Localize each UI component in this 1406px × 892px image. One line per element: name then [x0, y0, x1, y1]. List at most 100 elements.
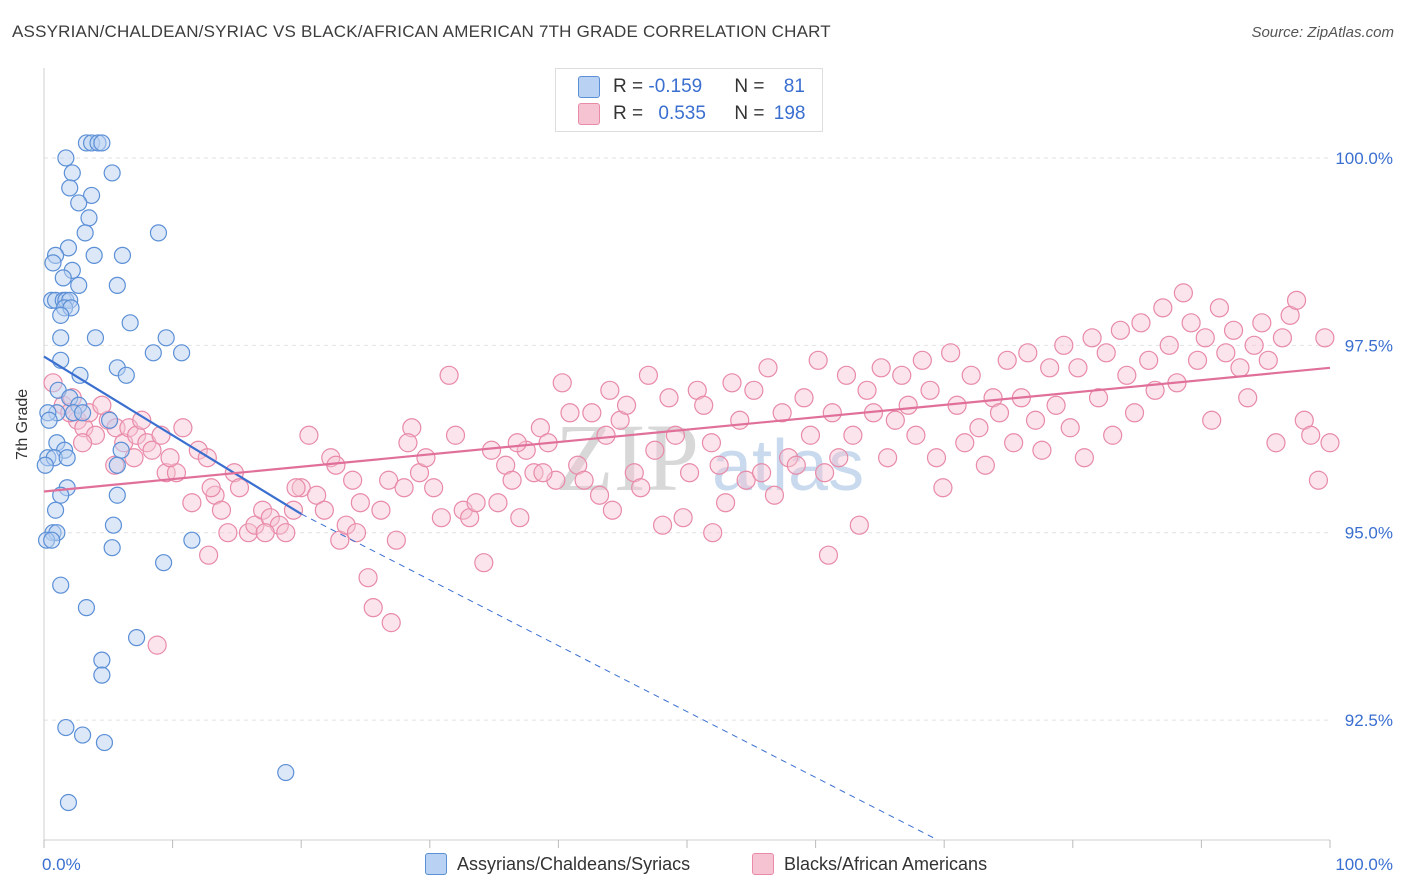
pink-point-92 — [709, 455, 729, 475]
legend-pink-r-label: R = — [613, 103, 649, 124]
blue-point-75 — [73, 726, 92, 744]
pink-point-63 — [502, 470, 522, 490]
blue-point-78 — [59, 793, 78, 812]
pink-point-145 — [1082, 328, 1102, 348]
blue-point-20 — [70, 276, 88, 294]
pink-point-105 — [800, 425, 821, 445]
pink-point-47 — [386, 530, 406, 550]
bottom-legend-pink: Blacks/African Americans — [752, 853, 987, 875]
blue-point-16 — [113, 246, 132, 264]
pink-point-95 — [730, 410, 750, 430]
pink-point-112 — [849, 515, 869, 535]
pink-point-199 — [703, 523, 723, 543]
legend-pink-r-value: 0.535 — [658, 103, 706, 124]
pink-point-196 — [346, 523, 367, 543]
blue-point-10 — [80, 209, 98, 227]
blue-point-54 — [58, 449, 76, 467]
pink-point-156 — [1159, 335, 1179, 355]
pink-point-189 — [818, 545, 839, 565]
x-tick-label-1: 100.0% — [1335, 855, 1393, 874]
pink-point-64 — [510, 508, 530, 528]
blue-point-12 — [149, 224, 168, 242]
pink-point-169 — [1252, 313, 1272, 333]
pink-point-123 — [926, 448, 947, 468]
blue-point-8 — [82, 186, 101, 205]
pink-point-29 — [253, 500, 273, 520]
blue-point-73 — [93, 666, 111, 684]
bottom-legend-swatch-pink — [752, 853, 774, 875]
blue-point-13 — [59, 239, 78, 257]
pink-point-168 — [1244, 335, 1264, 355]
pink-point-59 — [474, 553, 494, 573]
pink-point-76 — [596, 425, 616, 445]
pink-point-134 — [1004, 433, 1024, 453]
pink-point-197 — [398, 433, 418, 453]
pink-point-88 — [679, 463, 700, 483]
legend-blue-n-value: 81 — [783, 76, 805, 97]
pink-point-195 — [286, 478, 306, 498]
pink-point-164 — [1216, 343, 1236, 363]
pink-point-140 — [1046, 395, 1066, 415]
pink-point-124 — [933, 478, 953, 498]
watermark-atlas: atlas — [712, 426, 864, 506]
pink-series-points — [43, 283, 1340, 655]
blue-point-48 — [100, 411, 119, 429]
source-label: Source: ZipAtlas.com — [1251, 24, 1394, 41]
blue-point-56 — [36, 456, 54, 474]
pink-point-171 — [1266, 433, 1286, 453]
pink-point-90 — [694, 395, 714, 415]
pink-point-116 — [878, 448, 898, 468]
blue-point-74 — [57, 718, 75, 737]
bottom-legend-blue: Assyrians/Chaldeans/Syriacs — [425, 853, 690, 875]
pink-point-160 — [1187, 350, 1208, 370]
pink-point-71 — [560, 403, 580, 423]
blue-point-4 — [57, 149, 75, 167]
watermark-zip: ZIP — [555, 404, 699, 511]
pink-point-52 — [424, 478, 444, 498]
pink-point-184 — [255, 523, 275, 543]
blue-point-11 — [76, 224, 94, 242]
pink-point-137 — [1025, 410, 1046, 430]
blue-point-35 — [173, 344, 191, 362]
legend-blue-r-value: -0.159 — [648, 76, 703, 97]
pink-point-11 — [126, 425, 147, 445]
pink-point-180 — [72, 433, 93, 453]
pink-trend-line — [43, 366, 1331, 493]
pink-point-35 — [299, 425, 319, 445]
blue-point-32 — [86, 329, 105, 347]
pink-point-75 — [589, 485, 610, 505]
pink-point-115 — [871, 358, 891, 378]
pink-point-128 — [961, 365, 981, 385]
pink-point-83 — [645, 440, 665, 460]
legend-blue-r-label: R = — [613, 76, 649, 97]
pink-point-147 — [1096, 343, 1116, 363]
blue-point-38 — [117, 366, 135, 384]
pink-point-79 — [616, 395, 637, 415]
pink-point-122 — [920, 380, 940, 400]
pink-point-12 — [132, 410, 152, 430]
pink-point-167 — [1238, 388, 1258, 408]
pink-point-110 — [836, 365, 857, 385]
blue-point-77 — [277, 763, 295, 782]
pink-point-182 — [147, 635, 167, 655]
pink-point-121 — [912, 350, 932, 370]
y-axis-label: 7th Grade — [14, 388, 31, 460]
pink-point-97 — [744, 380, 764, 400]
pink-point-23 — [211, 500, 232, 520]
pink-point-146 — [1088, 388, 1109, 408]
pink-point-91 — [701, 433, 722, 453]
pink-point-70 — [552, 373, 572, 393]
blue-point-71 — [127, 629, 146, 647]
blue-point-61 — [104, 516, 123, 534]
pink-point-176 — [1301, 425, 1321, 445]
pink-point-32 — [276, 523, 296, 543]
pink-point-166 — [1230, 358, 1250, 378]
pink-point-74 — [582, 403, 602, 423]
pink-point-198 — [533, 463, 553, 483]
pink-point-113 — [857, 380, 877, 400]
pink-point-153 — [1139, 350, 1159, 370]
pink-point-174 — [1286, 290, 1307, 310]
pink-point-185 — [326, 455, 346, 475]
blue-point-47 — [40, 411, 58, 429]
blue-point-17 — [44, 254, 62, 272]
